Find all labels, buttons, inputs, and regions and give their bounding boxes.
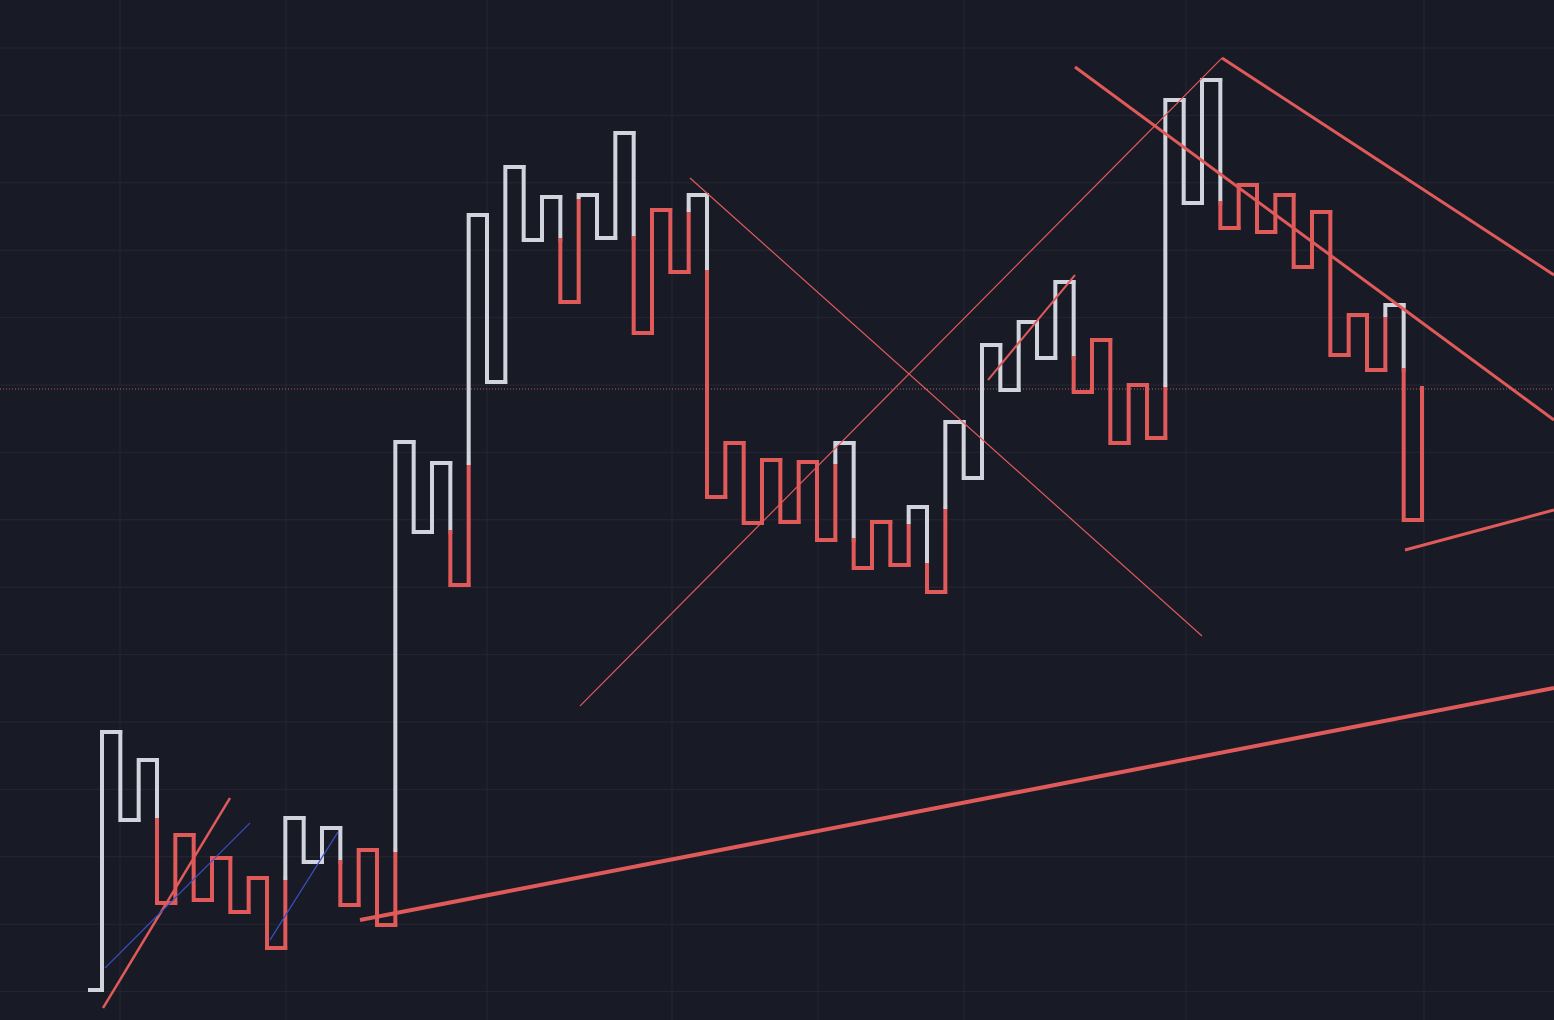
kagi-segment [448,530,471,587]
kagi-segment [851,538,874,570]
kagi-segment [998,343,1021,392]
kagi-series [88,78,1424,992]
kagi-segment [1236,183,1259,230]
kagi-segment [668,208,691,274]
kagi-segment [393,440,416,852]
kagi-segment [466,213,489,465]
kagi-segment [631,236,654,335]
kagi-segment [1273,193,1296,234]
drawings [101,56,1554,1009]
kagi-segment [411,440,434,534]
kagi-segment [723,441,746,499]
kagi-segment [1145,383,1168,440]
trend-line [359,686,1554,922]
kagi-segment [1035,320,1058,360]
kagi-segment [320,826,343,864]
kagi-segment [1053,280,1076,360]
kagi-segment [1071,356,1094,394]
kagi-segment [686,193,709,212]
kagi-segment [760,458,783,525]
kagi-segment [540,195,563,242]
kagi-segment [741,441,764,525]
kagi-segment [485,213,508,384]
kagi-segment [228,856,251,914]
kagi-segment [796,460,819,524]
kagi-segment [1365,313,1388,372]
kagi-segment [613,131,636,240]
kagi-segment [870,520,893,570]
kagi-segment [1181,98,1204,205]
trend-line [1404,508,1554,552]
kagi-segment [705,270,728,499]
kagi-segment [265,876,288,950]
kagi-segment [521,165,544,242]
trend-line [101,797,232,1009]
kagi-segment [888,520,911,567]
kagi-segment [1108,338,1131,445]
kagi-segment [1163,98,1186,387]
kagi-segment [1218,201,1241,230]
trend-line [689,177,1203,637]
kagi-segment [430,461,453,534]
kagi-segment [815,460,838,542]
kagi-segment [375,848,398,927]
kagi-segment [283,816,306,880]
kagi-segment [980,343,1003,480]
kagi-segment [173,833,196,905]
kagi-segment [503,165,526,384]
kagi-segment [778,458,801,524]
trend-line [579,57,1223,707]
kagi-segment [1310,210,1333,269]
kagi-segment [1090,338,1113,394]
kagi-segment [576,193,599,199]
trend-line [987,274,1076,381]
trend-line [1074,65,1554,422]
kagi-segment [118,730,141,822]
kagi-segment [943,420,966,509]
trend-line [104,822,251,969]
trend-line [269,831,339,941]
kagi-segment [1126,383,1149,445]
kagi-segment [650,208,673,335]
kagi-segment [100,730,123,992]
kagi-segment [925,563,948,594]
kagi-segment [1291,193,1314,269]
kagi-segment [301,816,324,864]
kagi-segment [1016,320,1039,392]
kagi-segment [1328,210,1351,357]
kagi-segment [833,441,856,464]
kagi-segment [1346,313,1369,357]
kagi-segment [356,848,379,907]
kagi-segment [1401,368,1424,522]
kagi-segment [906,505,929,524]
kagi-segment [338,860,361,907]
kagi-segment [136,758,159,822]
kagi-segment [961,420,984,480]
kagi-segment [210,856,233,902]
kagi-segment [558,238,581,304]
trend-line [1221,56,1554,277]
kagi-segment [246,876,269,914]
kagi-segment [595,193,618,240]
